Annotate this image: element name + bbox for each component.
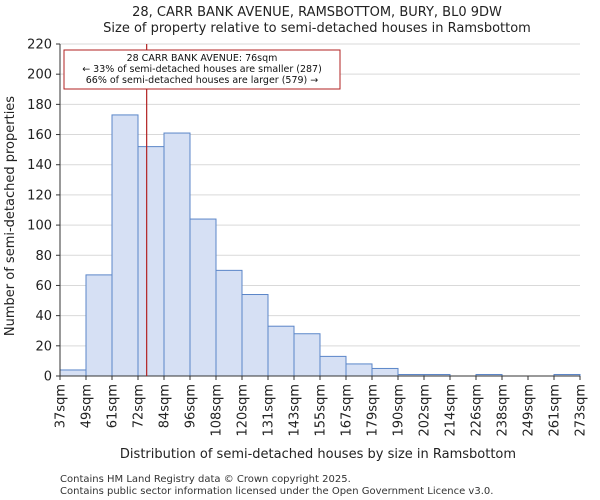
y-axis-label: Number of semi-detached properties (3, 96, 18, 336)
x-tick-label: 61sqm (106, 384, 121, 428)
y-tick-label: 180 (27, 98, 52, 113)
y-tick-label: 220 (27, 38, 52, 53)
annotation-line2: ← 33% of semi-detached houses are smalle… (82, 64, 322, 75)
annotation-box: 28 CARR BANK AVENUE: 76sqm ← 33% of semi… (63, 49, 341, 90)
y-tick-labels: 0 20 40 60 80 100 120 140 160 180 200 220 (27, 38, 60, 385)
x-tick-label: 49sqm (80, 384, 95, 428)
x-tick-label: 120sqm (236, 384, 251, 437)
x-tick-label: 238sqm (496, 384, 511, 437)
histogram-bar (345, 363, 373, 377)
x-tick-label: 37sqm (54, 384, 69, 428)
histogram-bar (137, 146, 165, 377)
histogram-bar (111, 114, 139, 377)
x-tick-label: 273sqm (574, 384, 589, 437)
x-tick-labels: 37sqm 49sqm 61sqm 72sqm 84sqm 96sqm 108sqm 120s… (54, 376, 589, 437)
histogram-bar (59, 369, 87, 377)
histogram-bar (163, 132, 191, 377)
y-tick-label: 80 (35, 249, 52, 264)
x-tick-label: 108sqm (210, 384, 225, 437)
histogram-bar (215, 269, 243, 377)
x-tick-label: 179sqm (366, 384, 381, 437)
x-tick-label: 72sqm (132, 384, 147, 428)
x-tick-label: 131sqm (262, 384, 277, 437)
annotation-line3: 66% of semi-detached houses are larger (… (86, 75, 319, 86)
y-tick-label: 40 (35, 309, 52, 324)
histogram-bar (293, 333, 321, 377)
bars (59, 114, 581, 377)
x-tick-label: 202sqm (418, 384, 433, 437)
histogram-bar (319, 355, 347, 377)
histogram-bar (371, 367, 399, 377)
y-tick-label: 160 (27, 128, 52, 143)
footer-line2: Contains public sector information licen… (60, 486, 493, 497)
chart-title-line1: 28, CARR BANK AVENUE, RAMSBOTTOM, BURY, … (132, 5, 502, 20)
x-tick-label: 84sqm (158, 384, 173, 428)
footer-line1: Contains HM Land Registry data © Crown c… (60, 474, 351, 485)
x-tick-label: 226sqm (470, 384, 485, 437)
x-tick-label: 143sqm (288, 384, 303, 437)
x-tick-label: 249sqm (522, 384, 537, 437)
chart-title-line2: Size of property relative to semi-detach… (103, 21, 531, 36)
y-tick-label: 120 (27, 188, 52, 203)
y-tick-label: 140 (27, 158, 52, 173)
x-axis-label: Distribution of semi-detached houses by … (120, 447, 516, 462)
annotation-line1: 28 CARR BANK AVENUE: 76sqm (127, 53, 278, 64)
x-tick-label: 167sqm (340, 384, 355, 437)
histogram-bar (189, 218, 217, 377)
y-tick-label: 0 (44, 370, 52, 385)
x-tick-label: 214sqm (444, 384, 459, 437)
annotation-border (63, 49, 341, 90)
histogram-bar (85, 274, 113, 377)
y-tick-label: 100 (27, 219, 52, 234)
x-tick-label: 96sqm (184, 384, 199, 428)
histogram-bar (241, 294, 269, 377)
x-tick-label: 261sqm (548, 384, 563, 437)
histogram-bar (267, 325, 295, 377)
x-tick-label: 190sqm (392, 384, 407, 437)
y-tick-label: 20 (35, 339, 52, 354)
y-tick-label: 60 (35, 279, 52, 294)
y-tick-label: 200 (27, 68, 52, 83)
x-tick-label: 155sqm (314, 384, 329, 437)
